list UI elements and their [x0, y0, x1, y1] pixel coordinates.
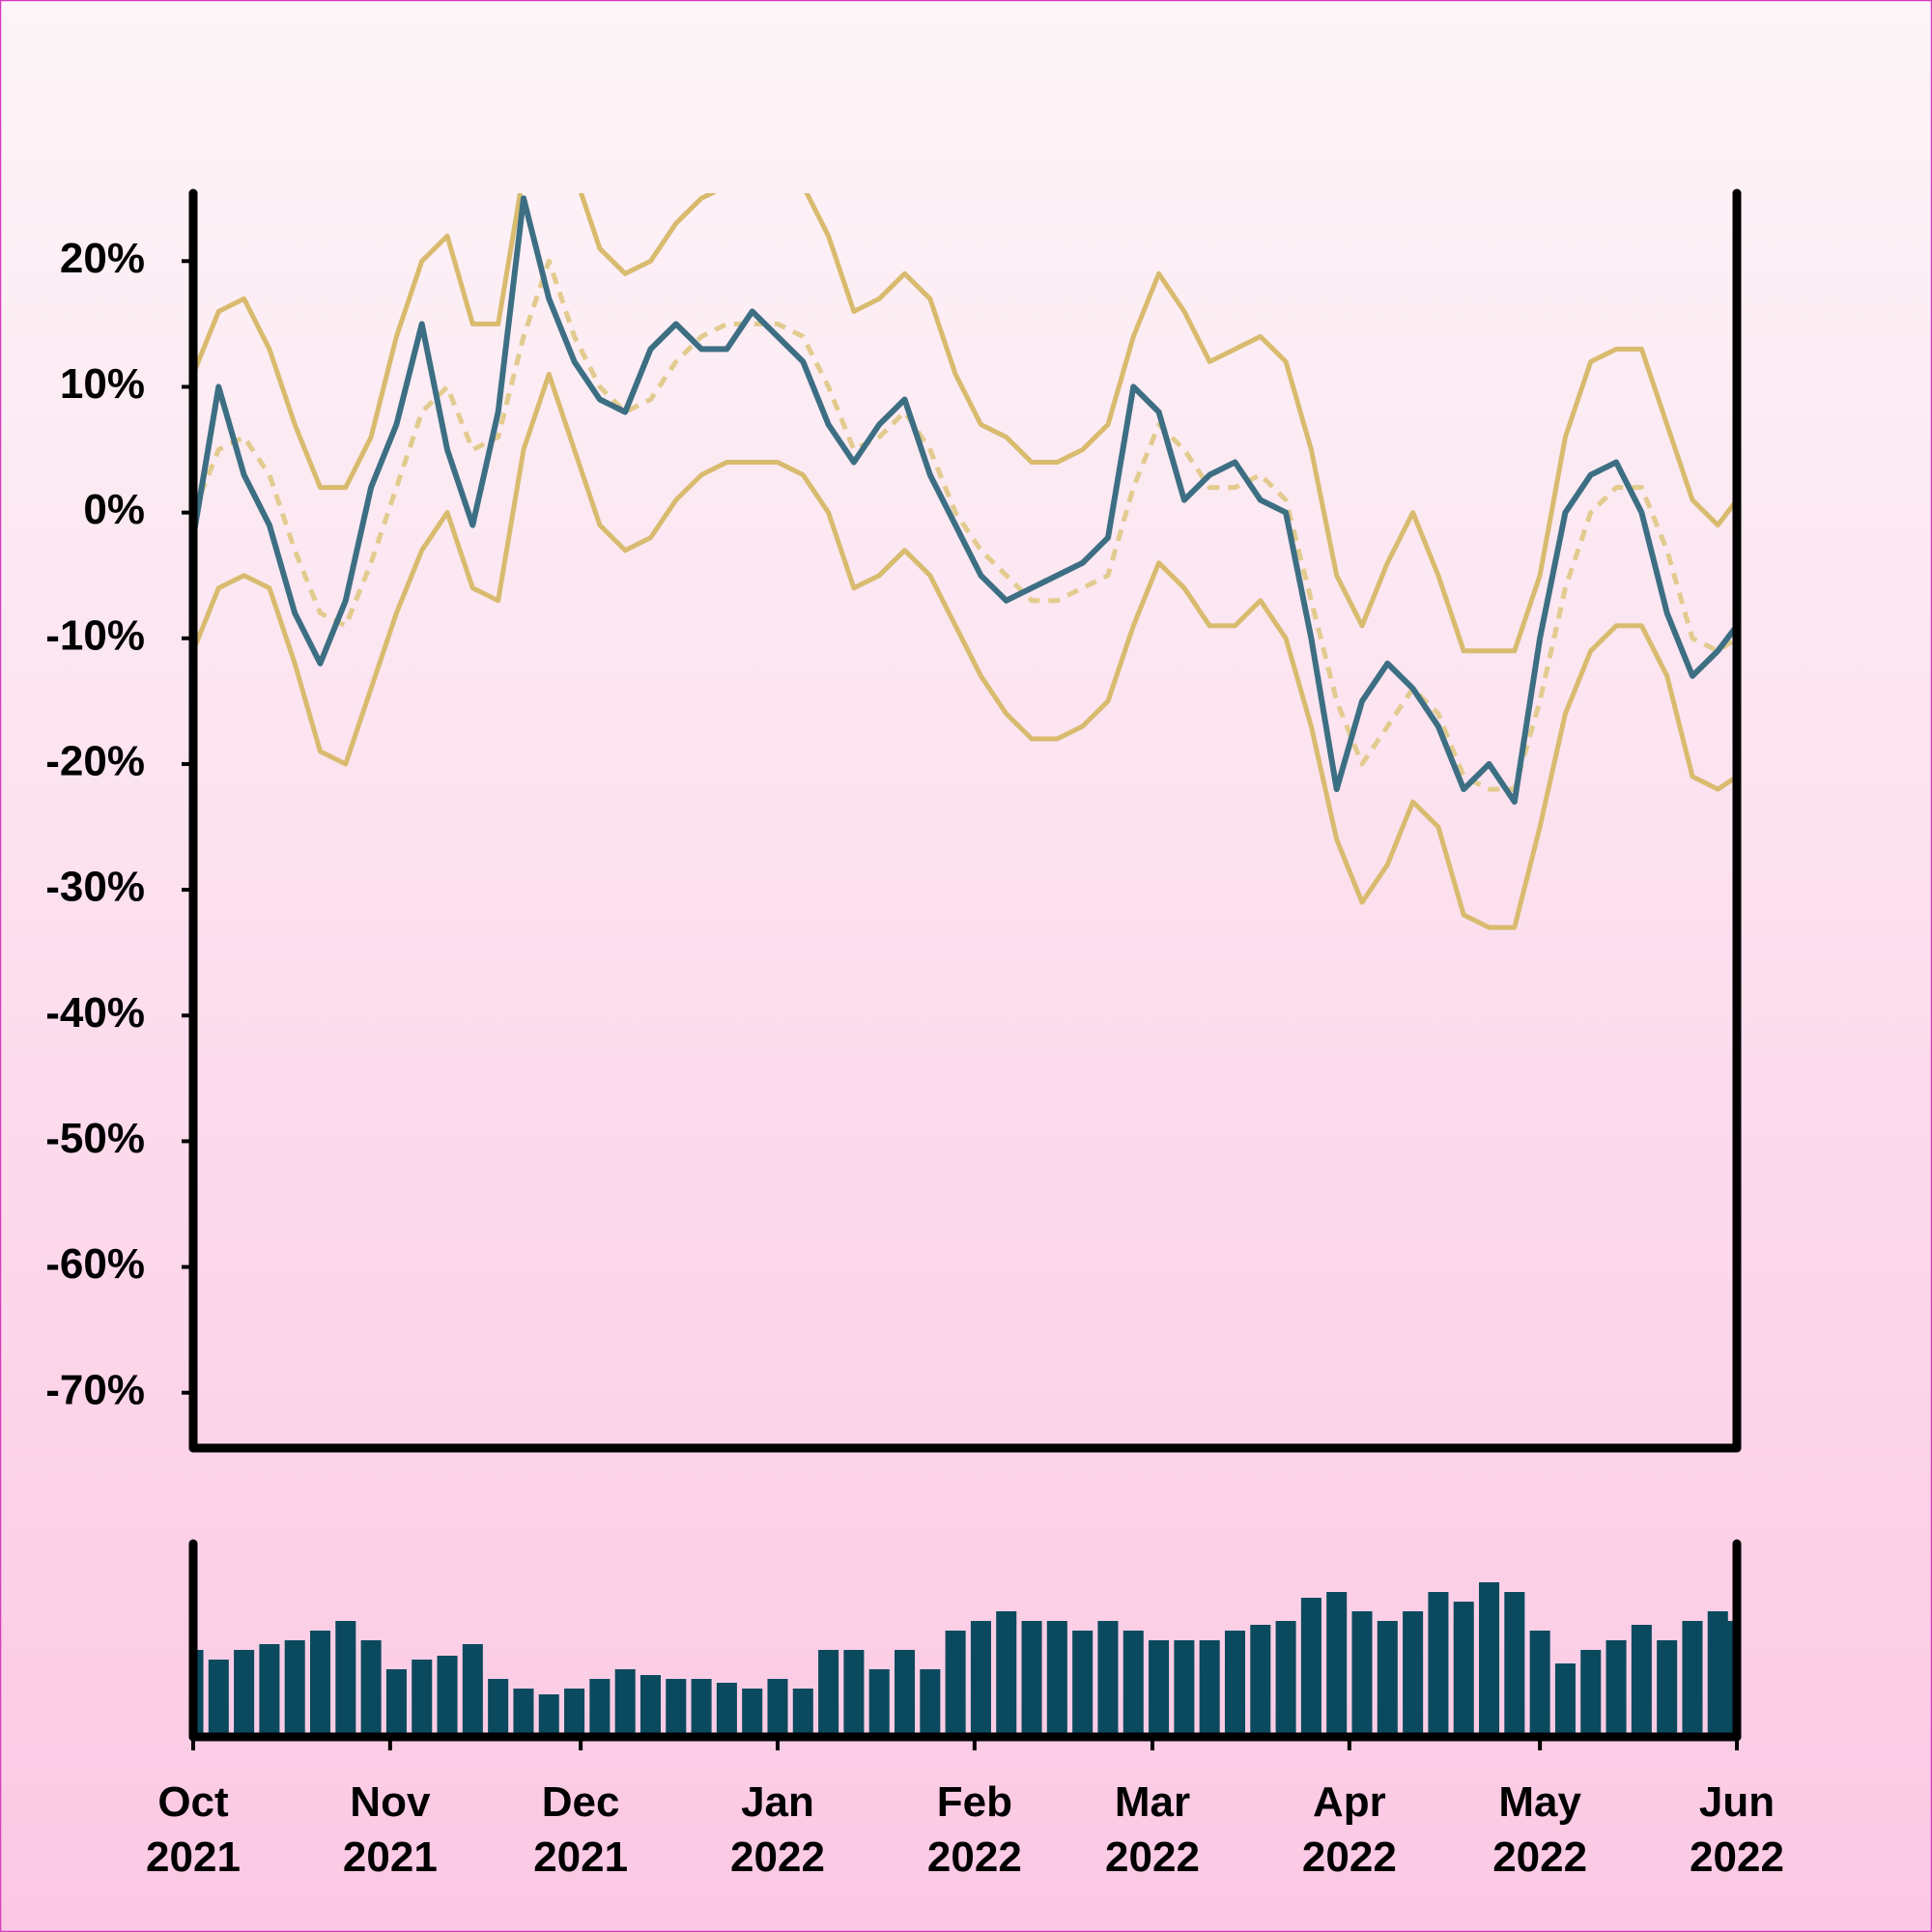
volume-bar — [1122, 1631, 1144, 1737]
volume-bar — [208, 1660, 229, 1737]
volume-bar — [767, 1679, 788, 1737]
volume-bar — [920, 1669, 941, 1737]
volume-bar — [1275, 1621, 1296, 1737]
volume-bar — [564, 1689, 585, 1737]
volume-bar — [1529, 1631, 1550, 1737]
volume-bar — [1453, 1602, 1474, 1737]
volume-bar — [1021, 1621, 1042, 1737]
volume-bar — [742, 1689, 763, 1737]
volume-bar — [1657, 1640, 1678, 1737]
y-tick-label: -70% — [45, 1366, 145, 1413]
series-line — [193, 258, 1737, 792]
volume-bar — [1605, 1640, 1627, 1737]
y-tick-label: 20% — [60, 235, 145, 282]
volume-bar — [234, 1650, 255, 1737]
y-tick-label: -60% — [45, 1240, 145, 1288]
y-tick-label: 0% — [83, 486, 145, 533]
x-tick-label: Feb 2022 — [927, 1778, 1022, 1881]
volume-bar — [193, 1650, 204, 1737]
volume-bar — [1479, 1582, 1500, 1737]
y-tick-label: -20% — [45, 738, 145, 785]
x-tick-label: Jan 2022 — [730, 1778, 825, 1881]
volume-bar — [284, 1640, 305, 1737]
volume-bar — [1224, 1631, 1246, 1737]
volume-bar — [310, 1631, 331, 1737]
volume-bar — [1631, 1625, 1652, 1737]
volume-bar — [1250, 1625, 1271, 1737]
x-tick-label: Dec 2021 — [533, 1778, 628, 1881]
volume-bar — [1072, 1631, 1094, 1737]
x-tick-label: May 2022 — [1492, 1778, 1587, 1881]
volume-bar — [538, 1694, 559, 1737]
volume-bar — [1707, 1611, 1728, 1737]
y-tick-label: -10% — [45, 611, 145, 659]
volume-bar — [792, 1689, 813, 1737]
volume-bar — [996, 1611, 1017, 1737]
series-line — [193, 193, 1737, 654]
volume-bar — [412, 1660, 433, 1737]
volume-bar — [513, 1689, 534, 1737]
volume-bar — [1726, 1621, 1737, 1737]
volume-bar — [1351, 1611, 1373, 1737]
volume-bar — [1300, 1598, 1321, 1737]
volume-bar — [360, 1640, 382, 1737]
volume-bar — [691, 1679, 712, 1737]
volume-bar — [1682, 1621, 1703, 1737]
x-tick-label: Jun 2022 — [1690, 1778, 1784, 1881]
volume-bar — [1046, 1621, 1067, 1737]
volume-bar — [1403, 1611, 1424, 1737]
volume-bar — [462, 1644, 483, 1737]
volume-bar — [666, 1679, 687, 1737]
y-tick-label: -40% — [45, 989, 145, 1037]
volume-bar — [1149, 1640, 1170, 1737]
volume-bar — [1580, 1650, 1602, 1737]
x-tick-label: Nov 2021 — [343, 1778, 438, 1881]
volume-bar — [614, 1669, 636, 1737]
volume-bar — [1377, 1621, 1398, 1737]
volume-bar — [716, 1683, 737, 1737]
y-tick-label: 10% — [60, 360, 145, 408]
volume-bar — [335, 1621, 356, 1737]
series-line — [193, 195, 1737, 805]
volume-bar — [1199, 1640, 1220, 1737]
volume-bar — [1097, 1621, 1119, 1737]
volume-bar — [945, 1631, 966, 1737]
volume-bar — [1174, 1640, 1195, 1737]
volume-bar — [385, 1669, 407, 1737]
volume-bar — [843, 1650, 865, 1737]
volume-bar — [868, 1669, 890, 1737]
volume-bar — [437, 1656, 458, 1737]
volume-bar — [818, 1650, 839, 1737]
volume-bar — [1504, 1592, 1525, 1737]
y-tick-label: -30% — [45, 864, 145, 911]
x-tick-label: Oct 2021 — [146, 1778, 241, 1881]
volume-bar — [589, 1679, 611, 1737]
volume-bar — [259, 1644, 280, 1737]
volume-bar — [970, 1621, 991, 1737]
volume-bar — [639, 1675, 662, 1737]
volume-bar — [1428, 1592, 1449, 1737]
series-line — [193, 371, 1737, 930]
plot-area — [193, 193, 1737, 930]
volume-bar — [895, 1650, 916, 1737]
x-tick-label: Mar 2022 — [1105, 1778, 1200, 1881]
volume-bar — [488, 1679, 509, 1737]
x-tick-label: Apr 2022 — [1302, 1778, 1397, 1881]
volume-bar — [1326, 1592, 1348, 1737]
y-tick-label: -50% — [45, 1115, 145, 1162]
volume-bar — [1554, 1663, 1576, 1737]
